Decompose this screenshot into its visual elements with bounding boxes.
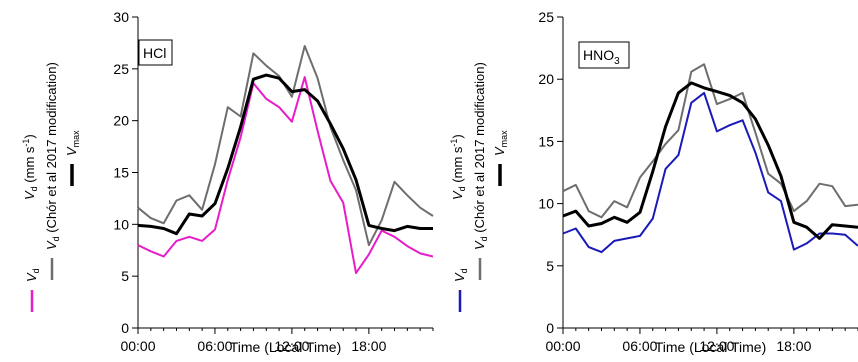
legend-label-vd: Vd (24, 268, 41, 282)
legend-symbol: V (492, 146, 507, 156)
y-tick-label: 5 (546, 258, 554, 274)
legend-symbol: V (452, 272, 467, 282)
chart-panel-hno3: 0 5 10 15 20 25 00:00 06:00 12:00 18:00 Time (Loca… (449, 9, 858, 355)
legend-subscript: d (51, 236, 61, 241)
x-tick-label: 06:00 (197, 338, 232, 354)
y-axis-subscript: d (457, 186, 467, 191)
legend-symbol: V (44, 240, 59, 250)
panel-label-sub: 3 (614, 56, 620, 67)
y-axis-unit: (mm s (450, 146, 465, 186)
y-axis-unit-close: ) (450, 134, 465, 138)
series-line-chor (562, 63, 858, 219)
legend-label-vmax: Vmax (64, 130, 81, 156)
x-tick-label: 12:00 (274, 338, 309, 354)
legend-symbol: V (24, 272, 39, 282)
panel-label-text: HCl (143, 45, 166, 61)
panel-label: HCl (143, 45, 166, 61)
y-tick-label: 20 (113, 113, 129, 129)
y-tick-label: 5 (121, 268, 129, 284)
y-axis-unit-exponent: -1 (21, 139, 31, 147)
panel-label-box (578, 41, 630, 69)
y-axis-subscript: d (29, 186, 39, 191)
panel-label: HNO3 (583, 47, 620, 67)
x-tick-label: 18:00 (351, 338, 386, 354)
panel-label-box (138, 39, 173, 66)
y-axis-unit: (mm s (22, 146, 37, 186)
panel-label-text: HNO (583, 47, 614, 63)
x-axis-title: Time (Local Time) (230, 339, 342, 355)
legend-subscript: max (71, 130, 81, 148)
series-line-vmax (137, 73, 433, 236)
series-line-vd (137, 76, 434, 275)
series-line-vd (562, 91, 858, 254)
y-axis-symbol: V (450, 190, 465, 200)
x-tick-label: 18:00 (776, 338, 811, 354)
series-line-vmax (562, 81, 858, 240)
legend-symbol: V (64, 146, 79, 156)
y-axis-unit-close: ) (22, 134, 37, 138)
y-tick-label: 0 (546, 320, 554, 336)
y-tick-label: 20 (538, 71, 554, 87)
y-axis-symbol: V (22, 190, 37, 200)
y-tick-label: 10 (538, 196, 554, 212)
legend-subscript: max (499, 130, 509, 148)
legend-subscript: d (459, 268, 469, 273)
chart-panel-hcl: 0 5 10 15 20 25 30 00:00 06:00 12:00 18:00 Time (Lo… (21, 9, 434, 355)
y-tick-label: 15 (113, 165, 129, 181)
x-tick-label: 00:00 (120, 338, 155, 354)
y-tick-label: 0 (121, 320, 129, 336)
x-tick-label: 00:00 (545, 338, 580, 354)
legend-suffix: (Chór et al 2017 modification) (44, 62, 59, 236)
legend-subscript: d (31, 268, 41, 273)
legend-symbol: V (472, 240, 487, 250)
y-tick-label: 25 (113, 61, 129, 77)
x-tick-label: 12:00 (699, 338, 734, 354)
legend-label-chor: Vd (Chór et al 2017 modification) (44, 62, 61, 250)
y-axis-title: Vd (mm s-1) (449, 134, 467, 200)
x-axis-title: Time (Local Time) (655, 339, 767, 355)
y-axis-title: Vd (mm s-1) (21, 134, 39, 200)
y-tick-label: 10 (113, 216, 129, 232)
legend-label-vd: Vd (452, 268, 469, 282)
x-tick-label: 06:00 (622, 338, 657, 354)
y-axis-unit-exponent: -1 (449, 139, 459, 147)
y-tick-label: 25 (538, 9, 554, 25)
series-line-chor (137, 45, 434, 247)
legend-subscript: d (479, 236, 489, 241)
legend-label-chor: Vd (Chór et al 2017 modification) (472, 62, 489, 250)
y-tick-label: 15 (538, 133, 554, 149)
legend-suffix: (Chór et al 2017 modification) (472, 62, 487, 236)
y-tick-label: 30 (113, 9, 129, 25)
legend-label-vmax: Vmax (492, 130, 509, 156)
